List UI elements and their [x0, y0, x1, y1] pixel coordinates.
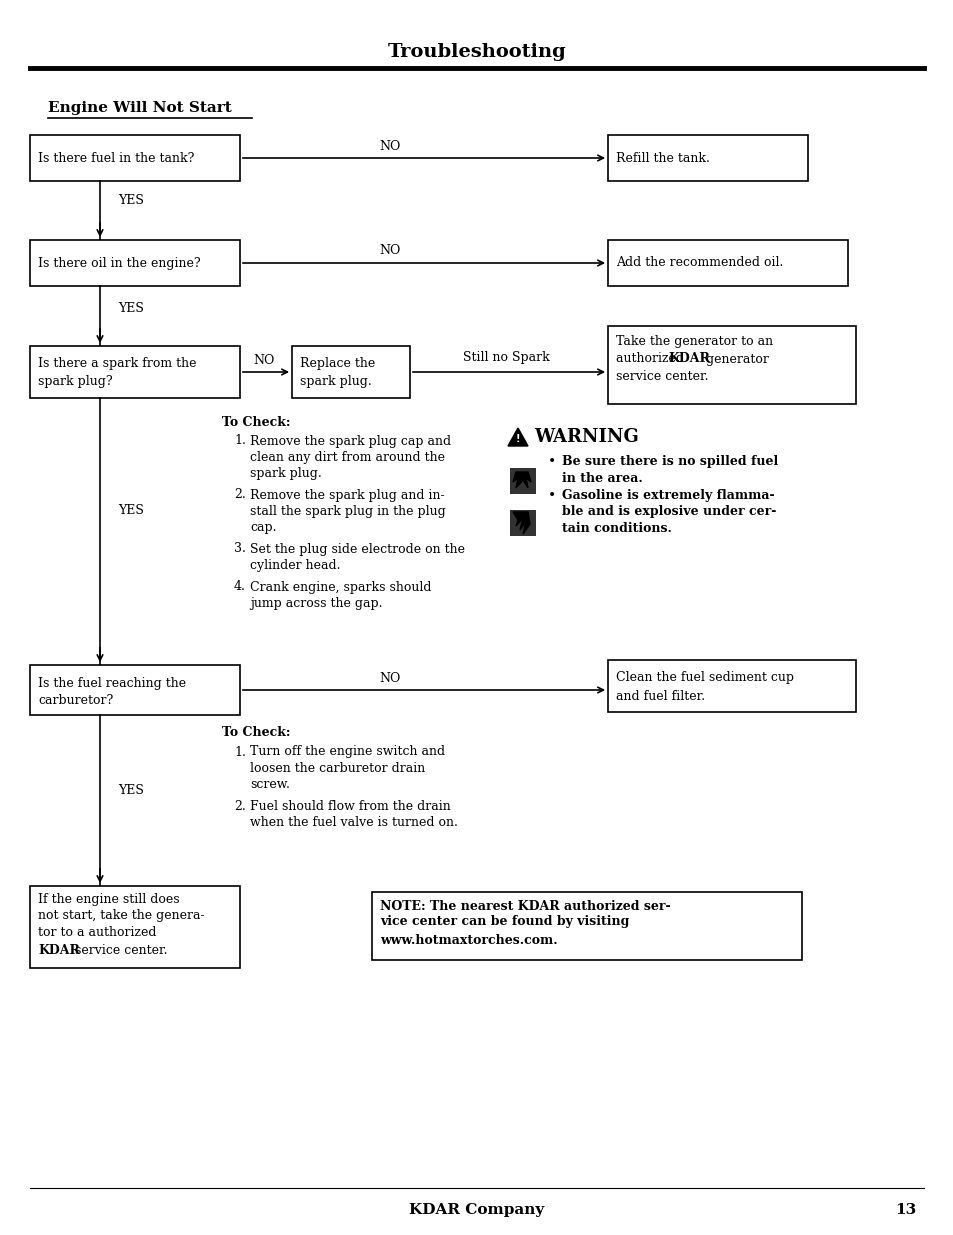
Text: If the engine still does: If the engine still does	[38, 893, 179, 906]
FancyBboxPatch shape	[607, 135, 807, 182]
FancyBboxPatch shape	[372, 892, 801, 960]
Text: 1.: 1.	[233, 435, 246, 447]
Text: Troubleshooting: Troubleshooting	[387, 43, 566, 61]
Text: Gasoline is extremely flamma-: Gasoline is extremely flamma-	[561, 489, 774, 503]
Text: YES: YES	[118, 783, 144, 797]
Text: 4.: 4.	[233, 580, 246, 594]
Text: tain conditions.: tain conditions.	[561, 521, 671, 535]
Text: Add the recommended oil.: Add the recommended oil.	[616, 257, 782, 269]
Text: Still no Spark: Still no Spark	[462, 352, 549, 364]
Text: Is there fuel in the tank?: Is there fuel in the tank?	[38, 152, 194, 164]
Text: Turn off the engine switch and: Turn off the engine switch and	[250, 746, 445, 758]
Text: Set the plug side electrode on the: Set the plug side electrode on the	[250, 542, 464, 556]
FancyBboxPatch shape	[30, 240, 240, 287]
Text: Is there oil in the engine?: Is there oil in the engine?	[38, 257, 200, 269]
FancyBboxPatch shape	[510, 510, 536, 536]
FancyBboxPatch shape	[607, 326, 855, 404]
Text: Is there a spark from the: Is there a spark from the	[38, 357, 196, 370]
Text: •: •	[547, 454, 556, 469]
Text: YES: YES	[118, 194, 144, 206]
Polygon shape	[513, 513, 530, 534]
Text: and fuel filter.: and fuel filter.	[616, 689, 704, 703]
Polygon shape	[507, 429, 527, 446]
Text: 2.: 2.	[233, 799, 246, 813]
Text: generator: generator	[701, 352, 768, 366]
Text: tor to a authorized: tor to a authorized	[38, 925, 156, 939]
Text: www.hotmaxtorches.com.: www.hotmaxtorches.com.	[379, 934, 558, 946]
Text: NOTE: The nearest KDAR authorized ser-: NOTE: The nearest KDAR authorized ser-	[379, 899, 670, 913]
Text: Engine Will Not Start: Engine Will Not Start	[48, 101, 232, 115]
FancyBboxPatch shape	[30, 885, 240, 968]
Text: NO: NO	[379, 140, 400, 152]
Text: loosen the carburetor drain: loosen the carburetor drain	[250, 762, 425, 774]
Text: NO: NO	[379, 245, 400, 258]
Text: clean any dirt from around the: clean any dirt from around the	[250, 451, 444, 463]
Text: cylinder head.: cylinder head.	[250, 558, 340, 572]
Text: KDAR: KDAR	[667, 352, 709, 366]
Text: NO: NO	[379, 672, 400, 684]
Text: Be sure there is no spilled fuel: Be sure there is no spilled fuel	[561, 456, 778, 468]
Text: when the fuel valve is turned on.: when the fuel valve is turned on.	[250, 815, 457, 829]
Text: Crank engine, sparks should: Crank engine, sparks should	[250, 580, 431, 594]
FancyBboxPatch shape	[510, 468, 536, 494]
Text: Remove the spark plug cap and: Remove the spark plug cap and	[250, 435, 451, 447]
FancyBboxPatch shape	[30, 664, 240, 715]
Text: Replace the: Replace the	[299, 357, 375, 370]
FancyBboxPatch shape	[607, 240, 847, 287]
FancyBboxPatch shape	[292, 346, 410, 398]
Text: jump across the gap.: jump across the gap.	[250, 597, 382, 610]
Text: screw.: screw.	[250, 778, 290, 790]
Text: carburetor?: carburetor?	[38, 694, 113, 708]
Text: Is the fuel reaching the: Is the fuel reaching the	[38, 677, 186, 689]
Text: 1.: 1.	[233, 746, 246, 758]
Text: 3.: 3.	[233, 542, 246, 556]
FancyBboxPatch shape	[607, 659, 855, 713]
Text: KDAR: KDAR	[38, 944, 80, 956]
Text: 13: 13	[894, 1203, 915, 1216]
Text: •: •	[547, 489, 556, 503]
Text: spark plug?: spark plug?	[38, 375, 112, 389]
Text: not start, take the genera-: not start, take the genera-	[38, 909, 204, 923]
Text: YES: YES	[118, 301, 144, 315]
Text: service center.: service center.	[71, 944, 168, 956]
Text: NO: NO	[253, 353, 274, 367]
Text: WARNING: WARNING	[534, 429, 639, 446]
Text: spark plug.: spark plug.	[299, 375, 372, 389]
FancyBboxPatch shape	[30, 346, 240, 398]
Text: spark plug.: spark plug.	[250, 467, 321, 479]
Text: Clean the fuel sediment cup: Clean the fuel sediment cup	[616, 672, 793, 684]
Text: authorized: authorized	[616, 352, 687, 366]
Text: YES: YES	[118, 504, 144, 516]
Text: KDAR Company: KDAR Company	[409, 1203, 544, 1216]
Text: stall the spark plug in the plug: stall the spark plug in the plug	[250, 505, 445, 517]
Text: Fuel should flow from the drain: Fuel should flow from the drain	[250, 799, 450, 813]
Text: in the area.: in the area.	[561, 472, 642, 484]
Text: To Check:: To Check:	[222, 415, 291, 429]
Text: vice center can be found by visiting: vice center can be found by visiting	[379, 915, 629, 929]
FancyBboxPatch shape	[30, 135, 240, 182]
Text: Take the generator to an: Take the generator to an	[616, 336, 772, 348]
Text: To Check:: To Check:	[222, 725, 291, 739]
Text: !: !	[516, 433, 519, 445]
Polygon shape	[513, 472, 531, 488]
Text: Remove the spark plug and in-: Remove the spark plug and in-	[250, 489, 444, 501]
Text: cap.: cap.	[250, 520, 276, 534]
Text: 2.: 2.	[233, 489, 246, 501]
Text: Refill the tank.: Refill the tank.	[616, 152, 709, 164]
Text: ble and is explosive under cer-: ble and is explosive under cer-	[561, 505, 776, 519]
Text: service center.: service center.	[616, 369, 708, 383]
